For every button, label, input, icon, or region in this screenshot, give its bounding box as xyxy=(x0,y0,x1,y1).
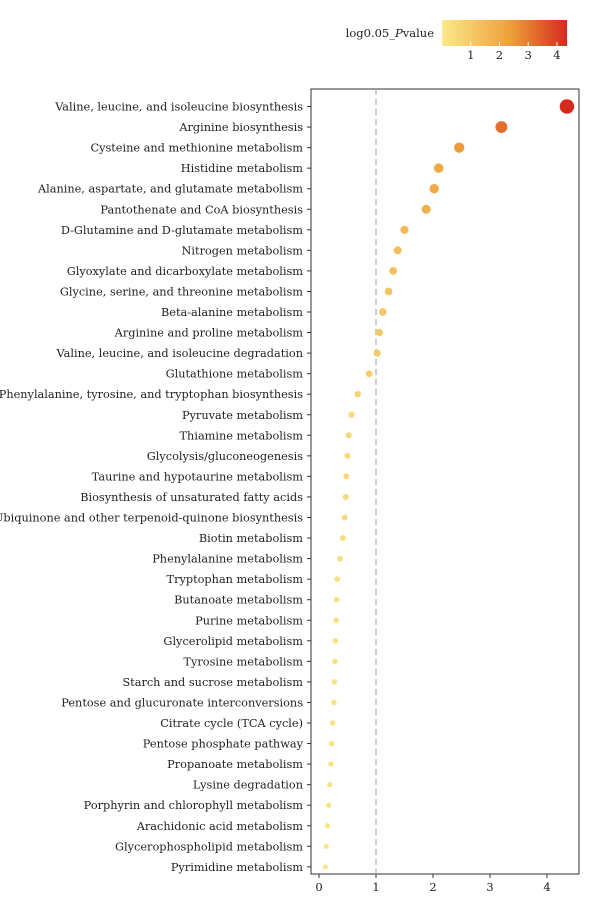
data-point xyxy=(341,514,348,521)
category-label: Phenylalanine, tyrosine, and tryptophan … xyxy=(0,388,303,401)
data-point xyxy=(495,121,508,133)
legend-tick-label: 2 xyxy=(496,48,503,62)
x-tick-label: 4 xyxy=(543,880,550,894)
category-label: Porphyrin and chlorophyll metabolism xyxy=(84,799,304,812)
category-label: Alanine, aspartate, and glutamate metabo… xyxy=(37,183,303,196)
x-tick-label: 3 xyxy=(486,880,493,894)
category-label: Pentose and glucuronate interconversions xyxy=(61,696,303,709)
category-label: Pyrimidine metabolism xyxy=(171,861,303,874)
category-label: Pantothenate and CoA biosynthesis xyxy=(100,203,303,216)
category-label: D-Glutamine and D-glutamate metabolism xyxy=(61,224,303,237)
category-label: Phenylalanine metabolism xyxy=(152,553,303,566)
category-label: Ubiquinone and other terpenoid-quinone b… xyxy=(0,512,303,525)
data-point xyxy=(326,802,332,808)
legend-title: log0.05_Pvalue xyxy=(346,26,435,40)
data-point xyxy=(340,535,346,541)
data-point xyxy=(342,493,349,500)
legend-color-bar xyxy=(442,20,567,46)
category-label: Biosynthesis of unsaturated fatty acids xyxy=(80,491,303,504)
x-tick-label: 2 xyxy=(429,880,436,894)
category-label: Lysine degradation xyxy=(193,779,303,792)
category-label: Glycerolipid metabolism xyxy=(163,635,303,648)
x-axis: 0 1 2 3 4 xyxy=(315,874,551,894)
category-label: Butanoate metabolism xyxy=(174,594,303,607)
category-label: Glycine, serine, and threonine metabolis… xyxy=(60,285,303,298)
data-point xyxy=(327,781,333,788)
category-label: Pyruvate metabolism xyxy=(182,409,303,422)
data-point xyxy=(328,761,334,767)
category-label: Histidine metabolism xyxy=(181,162,304,175)
category-label: Thiamine metabolism xyxy=(180,429,304,442)
legend-tick-label: 3 xyxy=(525,48,532,62)
category-label: Tyrosine metabolism xyxy=(183,655,303,668)
category-label: Valine, leucine, and isoleucine degradat… xyxy=(56,347,303,360)
data-point xyxy=(373,349,381,357)
data-point xyxy=(331,679,338,685)
category-label: Beta-alanine metabolism xyxy=(161,306,303,319)
x-tick-label: 0 xyxy=(315,880,322,894)
category-label: Biotin metabolism xyxy=(199,532,303,545)
category-label: Propanoate metabolism xyxy=(167,758,303,771)
category-label: Glycerophospholipid metabolism xyxy=(115,840,303,853)
data-point xyxy=(323,843,330,849)
category-label: Taurine and hypotaurine metabolism xyxy=(92,470,304,483)
data-point xyxy=(343,473,350,480)
data-point xyxy=(322,864,328,870)
data-point xyxy=(433,163,444,173)
plot-panel-border xyxy=(310,88,580,875)
category-label: Arachidonic acid metabolism xyxy=(136,820,304,833)
y-axis-labels: Valine, leucine, and isoleucine biosynth… xyxy=(0,101,311,874)
data-point xyxy=(331,699,337,706)
data-point xyxy=(333,617,339,624)
data-point xyxy=(559,99,575,114)
data-point xyxy=(389,267,397,275)
data-point xyxy=(384,287,393,296)
data-point xyxy=(400,225,409,234)
data-point xyxy=(344,452,351,459)
data-point xyxy=(328,740,335,747)
data-point xyxy=(421,204,431,214)
category-label: Pentose phosphate pathway xyxy=(143,738,304,751)
data-point xyxy=(379,308,387,316)
data-point xyxy=(332,658,338,665)
data-point xyxy=(337,555,343,562)
category-label: Valine, leucine, and isoleucine biosynth… xyxy=(54,101,303,114)
category-label: Glyoxylate and dicarboxylate metabolism xyxy=(67,265,304,278)
data-point xyxy=(332,638,339,644)
legend-ticks: 1 2 3 4 xyxy=(467,42,561,62)
category-label: Cysteine and methionine metabolism xyxy=(90,142,303,155)
legend-tick-label: 1 xyxy=(467,48,474,62)
legend: log0.05_Pvalue 1 2 3 4 xyxy=(346,20,567,62)
data-point xyxy=(375,328,384,337)
category-label: Nitrogen metabolism xyxy=(182,244,304,257)
category-label: Glycolysis/gluconeogenesis xyxy=(147,450,303,463)
data-point xyxy=(454,142,465,153)
category-label: Purine metabolism xyxy=(195,614,303,627)
data-point xyxy=(329,720,336,726)
data-point xyxy=(354,390,361,398)
legend-tick-label: 4 xyxy=(553,48,560,62)
category-label: Arginine and proline metabolism xyxy=(114,327,304,340)
data-point xyxy=(334,576,341,582)
data-point xyxy=(324,823,331,829)
category-label: Glutathione metabolism xyxy=(166,368,304,381)
data-points xyxy=(322,99,575,870)
data-point xyxy=(393,246,402,255)
x-tick-label: 1 xyxy=(372,880,379,894)
data-point xyxy=(365,370,373,378)
data-point xyxy=(429,184,439,194)
data-point xyxy=(345,432,352,439)
data-point xyxy=(333,596,340,603)
data-point xyxy=(348,411,355,418)
category-label: Arginine biosynthesis xyxy=(178,121,303,134)
category-label: Citrate cycle (TCA cycle) xyxy=(160,717,303,730)
category-label: Starch and sucrose metabolism xyxy=(122,676,303,689)
category-label: Tryptophan metabolism xyxy=(167,573,304,586)
